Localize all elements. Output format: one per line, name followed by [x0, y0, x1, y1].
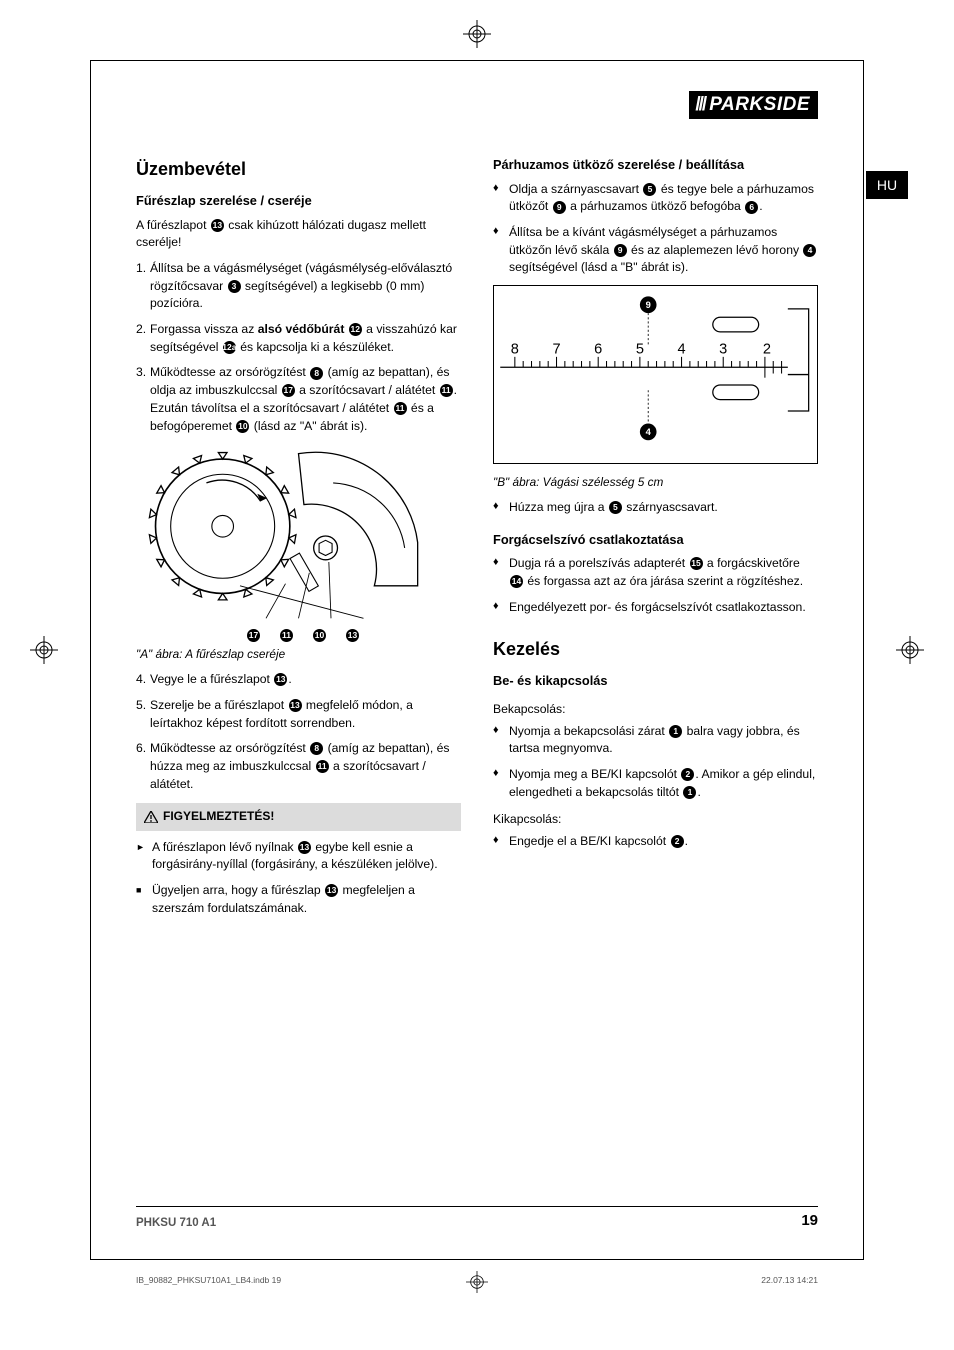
- model-number: PHKSU 710 A1: [136, 1217, 216, 1229]
- step-5: 5. Szerelje be a fűrészlapot 13 megfelel…: [136, 697, 461, 732]
- on-item-2: Nyomja meg a BE/KI kapcsolót 2. Amikor a…: [493, 766, 818, 801]
- svg-text:2: 2: [763, 342, 771, 358]
- subheading-extraction: Forgácselszívó csatlakoztatása: [493, 531, 818, 550]
- on-item-1: Nyomja a bekapcsolási zárat 1 balra vagy…: [493, 723, 818, 758]
- warning-icon: [144, 811, 158, 823]
- brand-logo: /// PARKSIDE: [689, 91, 818, 119]
- subheading-blade: Fűrészlap szerelése / cseréje: [136, 192, 461, 211]
- step-6: 6. Működtesse az orsórögzítést 8 (amíg a…: [136, 740, 461, 793]
- step-1: 1. Állítsa be a vágásmélységet (vágásmél…: [136, 260, 461, 313]
- registration-mark-top: [463, 20, 491, 48]
- registration-mark-right: [896, 636, 924, 664]
- footer-divider: [136, 1206, 818, 1207]
- on-list: Nyomja a bekapcsolási zárat 1 balra vagy…: [493, 723, 818, 802]
- page-footer: PHKSU 710 A1 19: [136, 1212, 818, 1229]
- svg-text:9: 9: [646, 300, 651, 310]
- parallel-list-1: Oldja a szárnyascsavart 5 és tegye bele …: [493, 181, 818, 277]
- parallel-list-2: Húzza meg újra a 5 szárnyascsavart.: [493, 499, 818, 517]
- svg-text:8: 8: [511, 342, 519, 358]
- warn-list-2: Ügyeljen arra, hogy a fűrészlap 13 megfe…: [136, 882, 461, 917]
- extraction-item-1: Dugja rá a porelszívás adapterét 15 a fo…: [493, 555, 818, 590]
- warn-list-1: A fűrészlapon lévő nyílnak 13 egybe kell…: [136, 839, 461, 874]
- section-heading-operation: Kezelés: [493, 636, 818, 662]
- ref-17: 17: [247, 629, 260, 642]
- svg-text:3: 3: [719, 342, 727, 358]
- parallel-item-2: Állítsa be a kívánt vágásmélységet a pár…: [493, 224, 818, 277]
- step-3: 3. Működtesse az orsórögzítést 8 (amíg a…: [136, 364, 461, 435]
- svg-text:6: 6: [594, 342, 602, 358]
- ref-13: 13: [346, 629, 359, 642]
- ref-10: 10: [313, 629, 326, 642]
- step-4: 4. Vegye le a fűrészlapot 13.: [136, 671, 461, 689]
- step-2: 2. Forgassa vissza az alsó védőbúrát 12 …: [136, 321, 461, 356]
- figure-a-caption: "A" ábra: A fűrészlap cseréje: [136, 646, 461, 663]
- off-item-1: Engedje el a BE/KI kapcsolót 2.: [493, 833, 818, 851]
- registration-mark-left: [30, 636, 58, 664]
- svg-text:5: 5: [636, 342, 644, 358]
- extraction-list: Dugja rá a porelszívás adapterét 15 a fo…: [493, 555, 818, 616]
- language-tab: HU: [866, 171, 908, 199]
- svg-text:4: 4: [677, 342, 685, 358]
- page-content: /// PARKSIDE HU Üzembevétel Fűrészlap sz…: [90, 60, 864, 1260]
- subheading-parallel: Párhuzamos ütköző szerelése / beállítása: [493, 156, 818, 175]
- extraction-item-2: Engedélyezett por- és forgácselszívót cs…: [493, 599, 818, 617]
- steps-list-2: 4. Vegye le a fűrészlapot 13. 5. Szerelj…: [136, 671, 461, 793]
- warning-box: FIGYELMEZTETÉS!: [136, 803, 461, 830]
- svg-text:4: 4: [646, 427, 652, 437]
- label-off: Kikapcsolás:: [493, 811, 818, 829]
- label-on: Bekapcsolás:: [493, 701, 818, 719]
- warn-item-2: Ügyeljen arra, hogy a fűrészlap 13 megfe…: [136, 882, 461, 917]
- subheading-onoff: Be- és kikapcsolás: [493, 672, 818, 691]
- warning-label: FIGYELMEZTETÉS!: [163, 808, 274, 825]
- right-column: Párhuzamos ütköző szerelése / beállítása…: [493, 156, 818, 925]
- figure-b: 9 8 7 6 5: [493, 285, 818, 470]
- imprint-line: IB_90882_PHKSU710A1_LB4.indb 19 22.07.13…: [91, 1275, 863, 1285]
- section-heading-commissioning: Üzembevétel: [136, 156, 461, 182]
- brand-name: PARKSIDE: [709, 94, 810, 116]
- steps-list-1: 1. Állítsa be a vágásmélységet (vágásmél…: [136, 260, 461, 435]
- parallel-item-3: Húzza meg újra a 5 szárnyascsavart.: [493, 499, 818, 517]
- off-list: Engedje el a BE/KI kapcsolót 2.: [493, 833, 818, 851]
- ref-11: 11: [280, 629, 293, 642]
- imprint-file: IB_90882_PHKSU710A1_LB4.indb 19: [136, 1275, 281, 1285]
- parallel-item-1: Oldja a szárnyascsavart 5 és tegye bele …: [493, 181, 818, 216]
- registration-mark-bottom: [466, 1271, 488, 1293]
- figure-a: 17 11 10 13: [136, 445, 461, 642]
- warn-item-1: A fűrészlapon lévő nyílnak 13 egybe kell…: [136, 839, 461, 874]
- left-column: Üzembevétel Fűrészlap szerelése / cseréj…: [136, 156, 461, 925]
- imprint-date: 22.07.13 14:21: [761, 1275, 818, 1285]
- logo-stripes: ///: [695, 94, 705, 116]
- page-number: 19: [801, 1212, 818, 1229]
- intro-text: A fűrészlapot 13 csak kihúzott hálózati …: [136, 217, 461, 252]
- figure-b-caption: "B" ábra: Vágási szélesség 5 cm: [493, 474, 818, 491]
- svg-text:7: 7: [552, 342, 560, 358]
